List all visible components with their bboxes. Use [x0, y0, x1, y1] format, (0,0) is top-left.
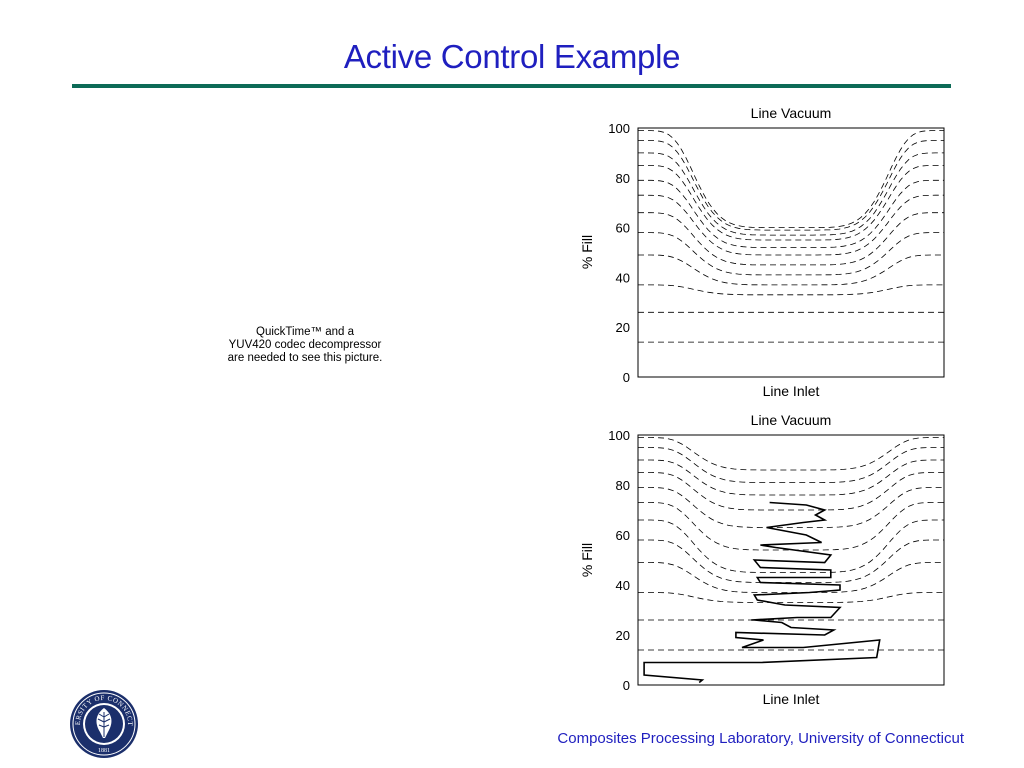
- plot-frame: [637, 434, 945, 686]
- flow-front-curve: [638, 152, 944, 236]
- flow-front-curve: [638, 502, 944, 551]
- y-tick-label: 20: [616, 628, 630, 643]
- y-axis-label: % Fill: [579, 235, 595, 269]
- flow-front-curve: [638, 472, 944, 511]
- chart-svg: Line Vacuum Line Inlet % Fill 0 20 40 60 80 1…: [579, 412, 945, 707]
- y-tick-label: 40: [616, 270, 630, 285]
- x-axis-label: Line Inlet: [763, 383, 820, 399]
- flow-front-curve: [638, 179, 944, 248]
- placeholder-line: are needed to see this picture.: [227, 352, 383, 364]
- flow-front-curve: [638, 592, 944, 603]
- y-tick-label: 80: [616, 171, 630, 186]
- y-tick-label: 0: [623, 678, 630, 693]
- y-axis-label: % Fill: [579, 543, 595, 577]
- flow-front-curve: [638, 459, 944, 496]
- university-seal-logo: UNIVERSITY OF CONNECTICUT 1881: [65, 682, 140, 760]
- y-tick-label: 100: [608, 428, 630, 443]
- flow-front-curve: [638, 519, 944, 573]
- quicktime-placeholder: QuickTime™ and a YUV420 codec decompress…: [205, 326, 405, 365]
- y-tick-label: 100: [608, 121, 630, 136]
- y-tick-label: 0: [623, 370, 630, 385]
- flow-front-curve: [638, 254, 944, 286]
- flow-front-curve: [638, 130, 944, 228]
- placeholder-line: YUV420 codec decompressor: [228, 339, 382, 351]
- seal-year: 1881: [98, 748, 110, 754]
- y-tick-label: 60: [616, 528, 630, 543]
- plot-frame: [637, 127, 945, 378]
- seal-icon: UNIVERSITY OF CONNECTICUT 1881: [65, 682, 138, 758]
- control-trace: [643, 501, 881, 684]
- flow-front-curve: [638, 447, 944, 483]
- fill-curves: [638, 130, 944, 343]
- flow-front-curve: [638, 562, 944, 593]
- flow-front-curve: [638, 140, 944, 231]
- chart-fill-uncontrolled: Line Vacuum Line Inlet % Fill 0 20 40 60 80 1…: [560, 100, 960, 400]
- flow-front-curve: [638, 232, 944, 276]
- y-tick-label: 80: [616, 478, 630, 493]
- flow-front-curve: [638, 487, 944, 528]
- y-tick-label: 20: [616, 320, 630, 335]
- chart-fill-controlled: Line Vacuum Line Inlet % Fill 0 20 40 60 80 1…: [560, 408, 960, 708]
- flow-front-curve: [638, 165, 944, 241]
- flow-front-curve: [638, 437, 944, 471]
- y-tick-group: 0 20 40 60 80 100: [608, 428, 630, 693]
- x-axis-label: Line Inlet: [763, 691, 820, 707]
- flow-front-curve: [638, 194, 944, 256]
- flow-front-curve: [638, 212, 944, 266]
- flow-front-curve: [638, 539, 944, 583]
- slide-title: Active Control Example: [343, 38, 681, 75]
- footer-credit: Composites Processing Laboratory, Univer…: [557, 730, 964, 747]
- chart-title: Line Vacuum: [751, 412, 832, 428]
- fill-curves: [638, 437, 944, 684]
- y-tick-group: 0 20 40 60 80 100: [608, 121, 630, 385]
- flow-front-curve: [638, 284, 944, 296]
- chart-title: Line Vacuum: [751, 105, 832, 121]
- y-tick-label: 60: [616, 221, 630, 236]
- title-divider: [72, 84, 951, 88]
- placeholder-line: QuickTime™ and a: [256, 326, 354, 338]
- chart-svg: Line Vacuum Line Inlet % Fill 0 20 40 60 80 1…: [579, 105, 945, 399]
- y-tick-label: 40: [616, 578, 630, 593]
